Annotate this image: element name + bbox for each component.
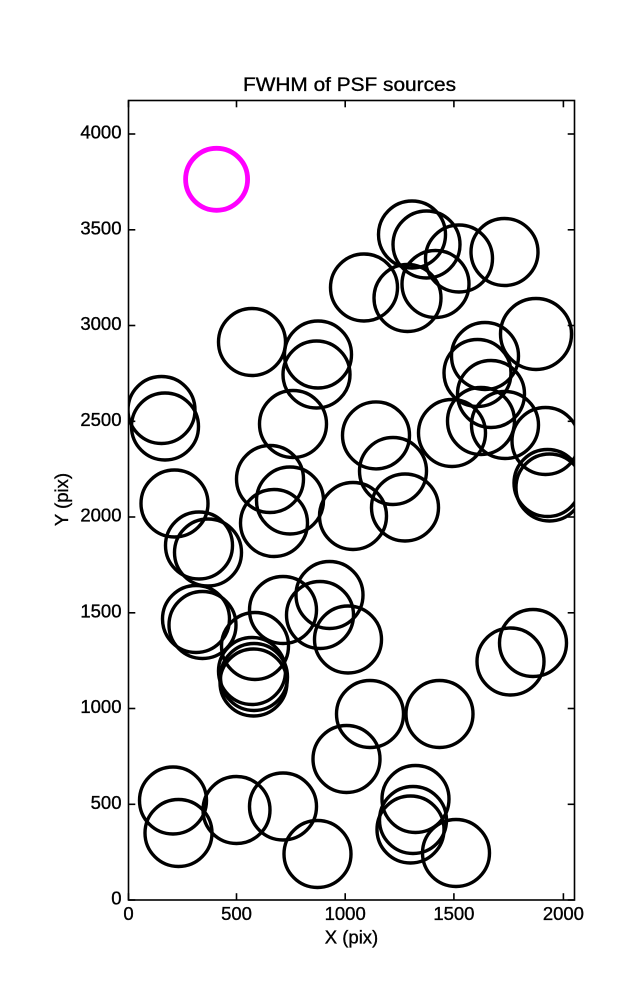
svg-text:4000: 4000 (80, 122, 121, 143)
svg-text:3500: 3500 (80, 217, 121, 238)
svg-text:X (pix): X (pix) (325, 927, 378, 948)
svg-text:1500: 1500 (80, 600, 121, 621)
svg-text:Y (pix): Y (pix) (51, 473, 72, 526)
svg-text:1000: 1000 (325, 903, 366, 924)
svg-text:3000: 3000 (80, 313, 121, 334)
svg-text:FWHM of PSF sources: FWHM of PSF sources (243, 75, 456, 96)
svg-text:0: 0 (111, 888, 121, 909)
svg-text:500: 500 (91, 792, 122, 813)
svg-text:1000: 1000 (80, 696, 121, 717)
svg-text:500: 500 (221, 903, 252, 924)
svg-text:2000: 2000 (543, 903, 584, 924)
svg-text:2500: 2500 (80, 409, 121, 430)
svg-text:1500: 1500 (433, 903, 474, 924)
svg-text:0: 0 (123, 903, 133, 924)
svg-text:2000: 2000 (80, 505, 121, 526)
